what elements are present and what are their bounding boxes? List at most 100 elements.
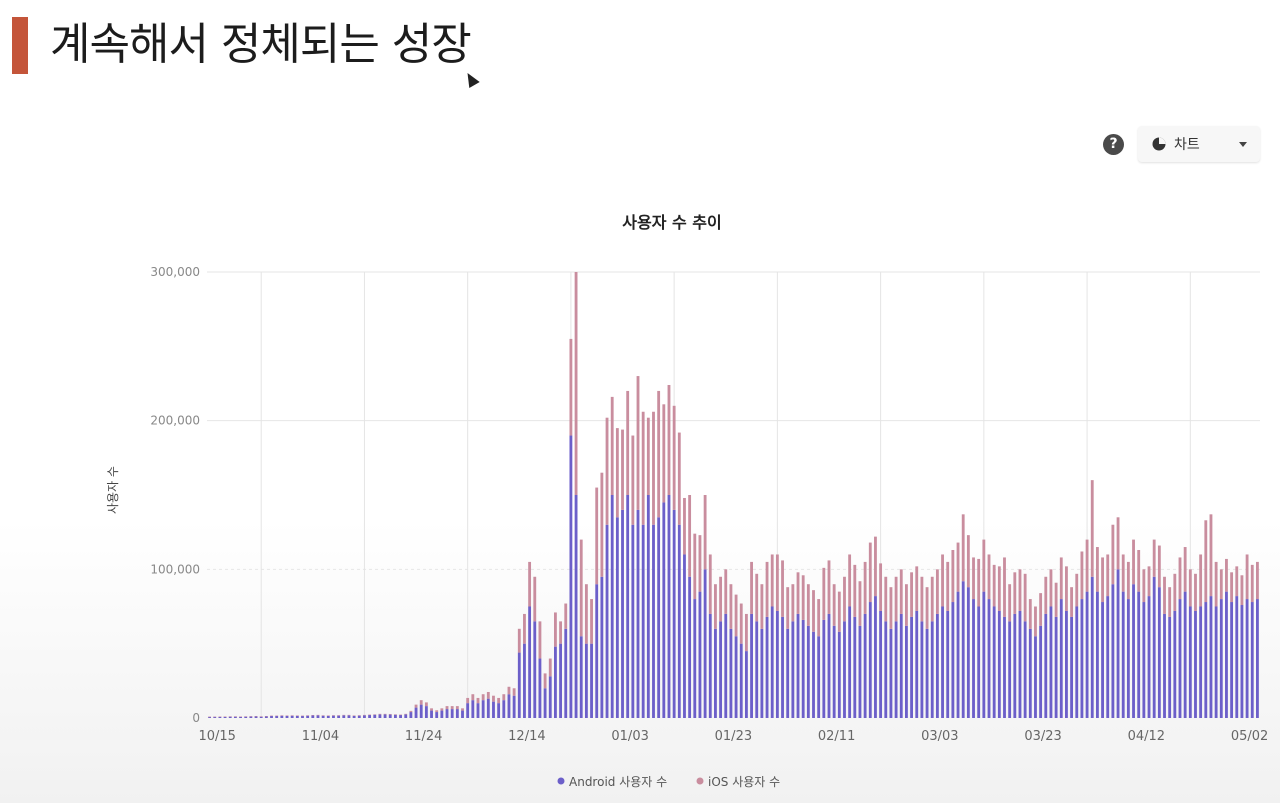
ios-bar [1095, 547, 1099, 592]
android-bar [595, 584, 599, 718]
ios-bar [744, 613, 748, 652]
chart-title: 사용자 수 추이 [622, 213, 721, 232]
android-bar [1147, 596, 1151, 718]
ios-bar [1230, 572, 1234, 603]
android-bar [997, 610, 1001, 718]
y-axis-label: 사용자 수 [106, 466, 120, 514]
ios-bar [703, 495, 707, 570]
android-bar [750, 613, 753, 718]
ios-bar [378, 713, 382, 715]
android-bar [249, 716, 253, 718]
android-bar [461, 710, 464, 718]
android-bar [275, 715, 279, 718]
ios-bar [373, 714, 377, 715]
android-bar [636, 509, 640, 718]
ios-bar [915, 566, 919, 611]
android-bar [806, 625, 810, 718]
help-circle-icon[interactable]: ? [1103, 134, 1124, 155]
android-bar [569, 435, 573, 718]
ios-bar [1240, 575, 1244, 606]
ios-bar [1219, 569, 1223, 600]
android-bar [228, 716, 232, 718]
android-bar [972, 599, 975, 718]
android-bar [388, 714, 392, 718]
ios-bar [564, 603, 568, 629]
ios-bar [843, 576, 846, 622]
android-bar [1168, 616, 1172, 718]
ios-bar [951, 550, 955, 603]
ios-bar [1013, 572, 1017, 614]
android-bar [992, 606, 996, 718]
ios-bar [321, 715, 325, 716]
ios-bar [466, 697, 470, 704]
android-bar [812, 631, 815, 718]
ios-bar [626, 390, 630, 495]
ios-bar [1023, 573, 1027, 622]
android-bar [744, 651, 748, 718]
android-bar [683, 554, 686, 718]
android-bar [528, 606, 532, 718]
ios-bar [677, 432, 681, 525]
android-bar [285, 715, 289, 718]
android-bar [874, 596, 877, 718]
ios-bar [337, 715, 341, 716]
android-bar [1065, 610, 1068, 718]
android-bar [1142, 602, 1146, 718]
android-bar [657, 517, 661, 718]
android-bar [739, 643, 743, 718]
ios-bar [440, 708, 444, 711]
android-bar [1178, 599, 1182, 718]
android-bar [1003, 616, 1006, 718]
ios-bar [806, 584, 810, 626]
ios-bar [641, 411, 645, 525]
android-bar [584, 643, 588, 718]
ios-bar [301, 715, 304, 717]
ios-bar [755, 573, 759, 622]
ios-bar [853, 564, 857, 617]
android-bar [1199, 606, 1203, 718]
ios-bar [837, 591, 841, 632]
android-bar [889, 628, 893, 718]
android-bar [1204, 602, 1208, 718]
ios-bar [228, 716, 232, 717]
android-bar [1034, 636, 1037, 718]
ios-bar [615, 428, 619, 518]
ios-bar [946, 561, 950, 611]
ios-bar [765, 561, 769, 617]
ios-bar [610, 396, 614, 495]
ios-bar [332, 715, 335, 716]
android-bar [646, 495, 650, 718]
legend-marker [557, 777, 565, 785]
android-bar [672, 509, 676, 718]
ios-bar [455, 706, 459, 710]
android-bar [822, 619, 826, 718]
ios-bar [1018, 569, 1022, 611]
android-bar [347, 715, 351, 718]
android-bar [652, 524, 655, 718]
android-bar [306, 715, 310, 718]
ios-bar [584, 584, 588, 644]
ios-bar [264, 716, 268, 717]
ios-bar [595, 487, 599, 585]
view-mode-dropdown[interactable]: 차트 [1138, 126, 1260, 162]
android-bar [1132, 584, 1135, 718]
ios-bar [430, 708, 433, 711]
android-bar [564, 628, 568, 718]
android-bar [208, 716, 212, 718]
ios-bar [399, 714, 402, 716]
android-bar [956, 591, 960, 718]
android-bar [941, 606, 944, 718]
x-tick-label: 03/03 [921, 729, 958, 744]
ios-bar [884, 576, 888, 622]
android-bar [1111, 584, 1115, 718]
slide-title: 계속해서 정체되는 성장 [50, 19, 472, 70]
android-bar [1152, 576, 1156, 718]
ios-bar [972, 557, 975, 600]
chevron-down-icon [1239, 142, 1247, 147]
ios-bar [1245, 554, 1249, 600]
android-bar [1090, 576, 1094, 718]
ios-bar [734, 594, 738, 637]
ios-bar [1157, 545, 1161, 588]
android-bar [321, 715, 325, 718]
ios-bar [1008, 584, 1012, 622]
